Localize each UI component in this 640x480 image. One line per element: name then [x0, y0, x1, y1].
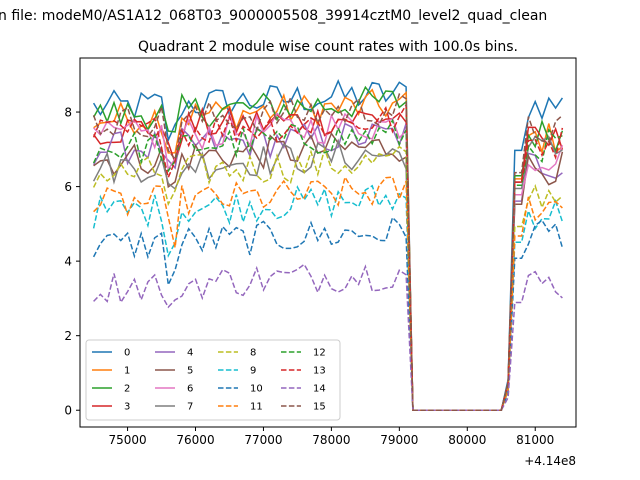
y-axis: 0 2 4 6 8 — [64, 106, 80, 418]
y-tick-label: 4 — [64, 255, 72, 269]
x-tick-label: 75000 — [108, 433, 146, 447]
x-tick-label: 81000 — [516, 433, 554, 447]
axes-frame — [79, 57, 577, 428]
series-line-14 — [93, 263, 563, 411]
legend-label-14: 14 — [313, 384, 326, 395]
x-offset-label: +4.14e8 — [524, 454, 576, 468]
series-line-13 — [92, 102, 564, 411]
legend-label-5: 5 — [187, 366, 193, 377]
legend-box — [85, 339, 341, 421]
x-tick-label: 78000 — [312, 433, 350, 447]
y-tick-label: 8 — [64, 106, 72, 120]
legend-label-10: 10 — [250, 384, 263, 395]
chart-title: Quadrant 2 module wise count rates with … — [138, 39, 518, 55]
legend-label-12: 12 — [313, 348, 326, 359]
legend-label-7: 7 — [187, 402, 193, 413]
legend-label-8: 8 — [250, 348, 256, 359]
legend-label-0: 0 — [124, 348, 130, 359]
legend-label-9: 9 — [250, 366, 256, 377]
series-line-10 — [92, 216, 564, 411]
plot-area — [92, 78, 564, 411]
legend-label-4: 4 — [187, 348, 193, 359]
x-tick-label: 80000 — [448, 433, 486, 447]
series-line-15 — [92, 93, 563, 411]
chart-suptitle: n file: modeM0/AS1A12_068T03_9000005508_… — [0, 8, 547, 24]
legend-label-11: 11 — [250, 402, 263, 413]
x-tick-label: 76000 — [176, 433, 214, 447]
legend-label-13: 13 — [313, 366, 326, 377]
legend-label-3: 3 — [124, 402, 130, 413]
y-tick-label: 6 — [64, 180, 72, 194]
y-tick-label: 2 — [64, 329, 72, 343]
x-tick-label: 79000 — [380, 433, 418, 447]
legend-label-1: 1 — [124, 366, 130, 377]
y-tick-label: 0 — [64, 404, 72, 418]
legend-label-2: 2 — [124, 384, 130, 395]
x-axis: 75000 76000 77000 78000 79000 80000 81000 — [108, 427, 554, 447]
legend-label-15: 15 — [313, 402, 326, 413]
legend-label-6: 6 — [187, 384, 193, 395]
x-tick-label: 77000 — [244, 433, 282, 447]
